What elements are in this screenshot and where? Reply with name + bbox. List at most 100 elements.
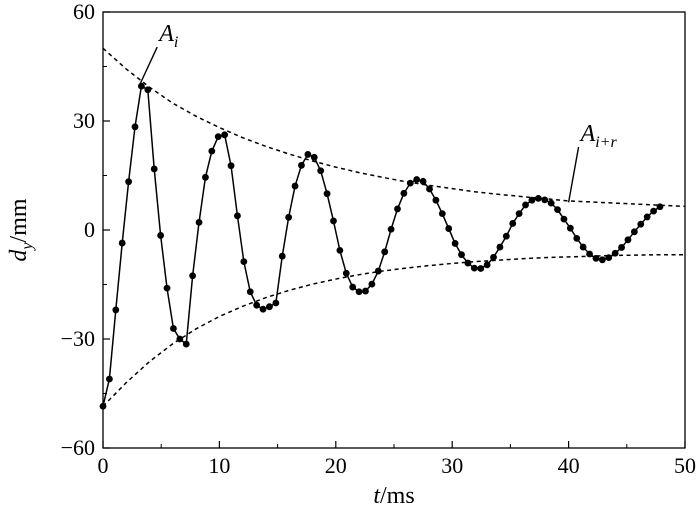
data-point (656, 203, 664, 211)
data-point (317, 167, 325, 175)
data-point (291, 182, 299, 190)
data-point (470, 264, 478, 272)
data-point (432, 196, 440, 204)
data-point (566, 224, 574, 232)
x-tick-label: 10 (208, 453, 230, 478)
data-point (234, 212, 241, 220)
data-point (374, 267, 382, 275)
data-point (458, 251, 465, 259)
oscillation-line (102, 84, 661, 407)
data-point (170, 325, 177, 332)
data-point (259, 305, 267, 313)
data-point (131, 123, 139, 131)
data-point (477, 265, 485, 272)
data-point (445, 225, 453, 232)
data-point (426, 185, 433, 193)
data-point (189, 272, 197, 280)
data-point (534, 194, 542, 202)
data-point (502, 232, 510, 240)
data-point (413, 176, 421, 183)
data-point (285, 213, 293, 221)
annotation-label: Ai (157, 21, 178, 51)
data-point (490, 253, 497, 261)
data-point (650, 207, 657, 215)
data-point (221, 131, 229, 139)
x-tick-label: 40 (558, 453, 580, 478)
data-point (387, 225, 395, 233)
y-tick-label: 0 (84, 217, 95, 242)
x-axis-unit: /ms (380, 483, 415, 508)
data-point (138, 82, 145, 90)
data-point (598, 256, 606, 264)
data-point (624, 236, 632, 244)
data-point (522, 201, 529, 209)
data-point (547, 199, 555, 207)
upper-envelope-line (102, 47, 686, 208)
data-point (496, 243, 504, 251)
y-tick-label: 30 (73, 108, 95, 133)
data-point (253, 301, 261, 309)
annotation-label: Ai+r (579, 121, 618, 151)
annotation-layer: Ai Ai+r (138, 21, 618, 203)
data-point (509, 220, 517, 227)
data-point (272, 299, 280, 307)
data-point (304, 151, 312, 158)
data-point (362, 287, 369, 295)
data-point (515, 210, 523, 218)
x-tick-label: 0 (98, 453, 109, 478)
data-point (637, 220, 645, 228)
data-point (630, 228, 638, 236)
annotation-leader (138, 46, 158, 87)
data-point (195, 218, 203, 226)
data-point (298, 161, 305, 169)
y-axis-var: d (6, 249, 32, 262)
data-point (419, 177, 427, 185)
data-point (342, 269, 350, 277)
data-point (202, 173, 209, 181)
x-tick-label: 30 (441, 453, 463, 478)
data-point (451, 240, 459, 247)
data-point (560, 215, 568, 223)
y-tick-label: −60 (61, 435, 95, 460)
data-point (336, 246, 344, 254)
data-point (579, 243, 587, 251)
data-point (400, 189, 408, 197)
data-point (157, 232, 165, 239)
data-point (106, 375, 113, 383)
data-point (125, 178, 133, 186)
data-point (528, 196, 536, 204)
data-point (118, 239, 126, 247)
data-point (112, 306, 120, 314)
data-point (394, 205, 401, 213)
y-axis-unit: /mm (6, 198, 32, 242)
data-point (618, 244, 625, 251)
data-point (310, 153, 318, 161)
data-point (368, 280, 376, 288)
data-point (246, 288, 254, 296)
data-point (227, 162, 235, 170)
x-tick-label: 50 (674, 453, 696, 478)
data-point (182, 340, 190, 348)
data-point (323, 190, 331, 198)
y-axis-title: dy/mm (6, 198, 36, 261)
data-point (150, 165, 158, 173)
x-axis-var: t (373, 483, 381, 508)
data-point (381, 248, 389, 256)
data-point (483, 261, 491, 269)
data-point (214, 133, 222, 141)
x-axis: 0 10 20 30 40 50 (98, 441, 696, 478)
annotation-leader (567, 146, 580, 203)
data-point (554, 206, 561, 214)
data-point (278, 252, 286, 260)
y-axis-var-sub: y (19, 242, 36, 252)
series-layer (99, 47, 686, 410)
data-point (438, 210, 446, 218)
x-tick-label: 20 (325, 453, 347, 478)
data-point (208, 147, 216, 155)
data-point (349, 283, 357, 291)
data-point (330, 217, 337, 225)
data-point (643, 213, 651, 221)
data-point (541, 196, 549, 204)
y-tick-label: −30 (61, 326, 95, 351)
